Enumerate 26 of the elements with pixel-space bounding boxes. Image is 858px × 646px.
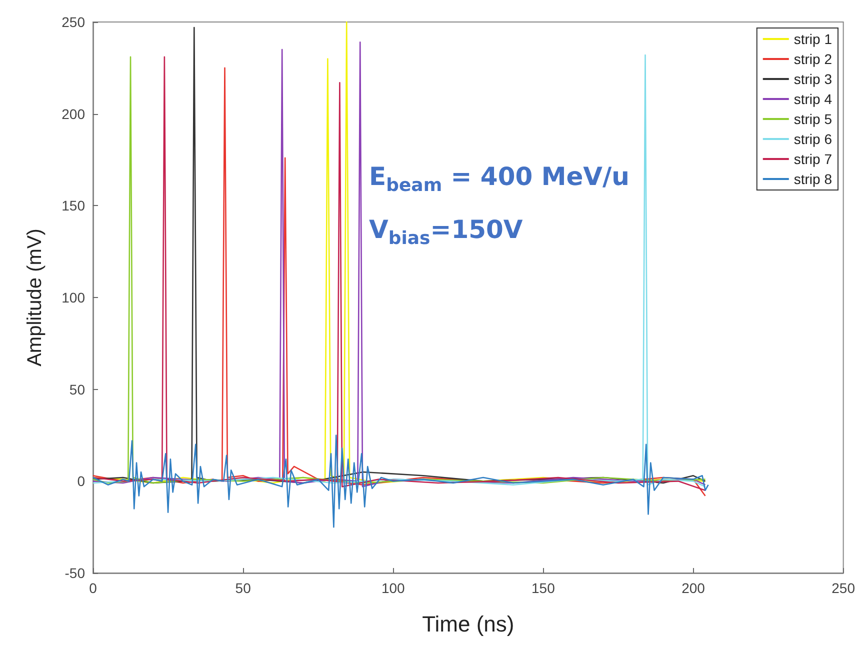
y-tick-label: 50: [69, 381, 86, 398]
legend-label: strip 1: [794, 31, 832, 47]
annotation: E$_{beam}$ = 400 MeV/u: [369, 161, 630, 198]
y-tick-label: 100: [62, 290, 86, 306]
line-series: [92, 434, 709, 528]
legend-label: strip 3: [794, 71, 832, 87]
x-tick-label: 0: [89, 580, 98, 596]
x-tick-label: 150: [532, 580, 556, 596]
y-axis-title: Amplitude (mV): [24, 228, 46, 366]
x-tick-label: 250: [832, 580, 856, 596]
y-tick-label: 0: [77, 473, 86, 490]
legend-label: strip 6: [794, 131, 832, 147]
x-tick-label: 100: [381, 580, 406, 596]
legend-label: strip 8: [794, 171, 832, 187]
annotation: V$_{bias}$=150V: [369, 214, 524, 251]
x-axis-title: Time (ns): [422, 612, 514, 636]
y-tick-label: 150: [62, 198, 86, 214]
y-tick-label: 250: [62, 14, 86, 30]
legend-label: strip 5: [794, 111, 832, 127]
legend-label: strip 4: [794, 91, 832, 107]
x-tick-label: 200: [682, 580, 706, 596]
legend-label: strip 7: [794, 151, 832, 167]
legend-label: strip 2: [794, 51, 832, 67]
y-tick-label: 200: [62, 106, 86, 122]
y-tick-label: -50: [64, 565, 86, 581]
x-tick-label: 50: [235, 580, 252, 596]
